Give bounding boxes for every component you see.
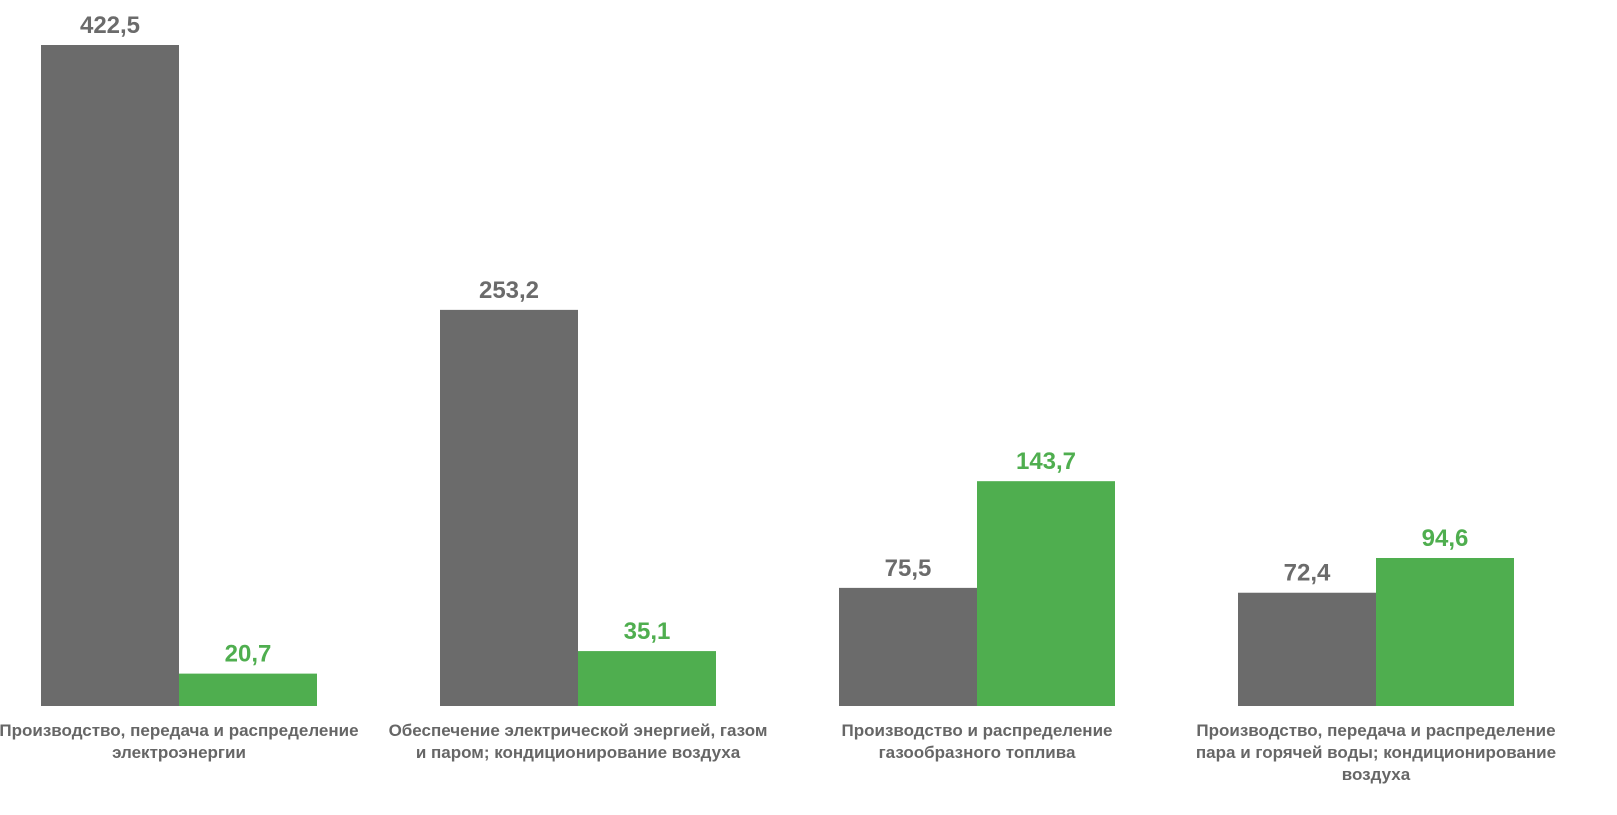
category-label: Производство, передача и распределение п… — [1195, 721, 1557, 784]
category-label: Производство, передача и распределение э… — [0, 721, 359, 762]
value-label: 94,6 — [1422, 525, 1469, 552]
bar — [578, 651, 716, 706]
value-label: 35,1 — [624, 618, 671, 645]
value-label: 253,2 — [479, 277, 539, 304]
bar — [839, 587, 977, 706]
value-label: 72,4 — [1284, 560, 1331, 587]
value-label: 143,7 — [1016, 448, 1076, 475]
category-label: Обеспечение электрической энергией, газо… — [388, 721, 768, 762]
bar — [977, 481, 1115, 706]
value-label: 422,5 — [80, 12, 140, 39]
value-label: 20,7 — [225, 641, 272, 668]
bar — [1376, 557, 1514, 706]
bar — [440, 309, 578, 706]
value-label: 75,5 — [885, 555, 932, 582]
bar — [41, 45, 179, 706]
bar — [179, 673, 317, 706]
bar — [1238, 592, 1376, 706]
category-label: Производство и распределение газообразно… — [841, 721, 1113, 762]
